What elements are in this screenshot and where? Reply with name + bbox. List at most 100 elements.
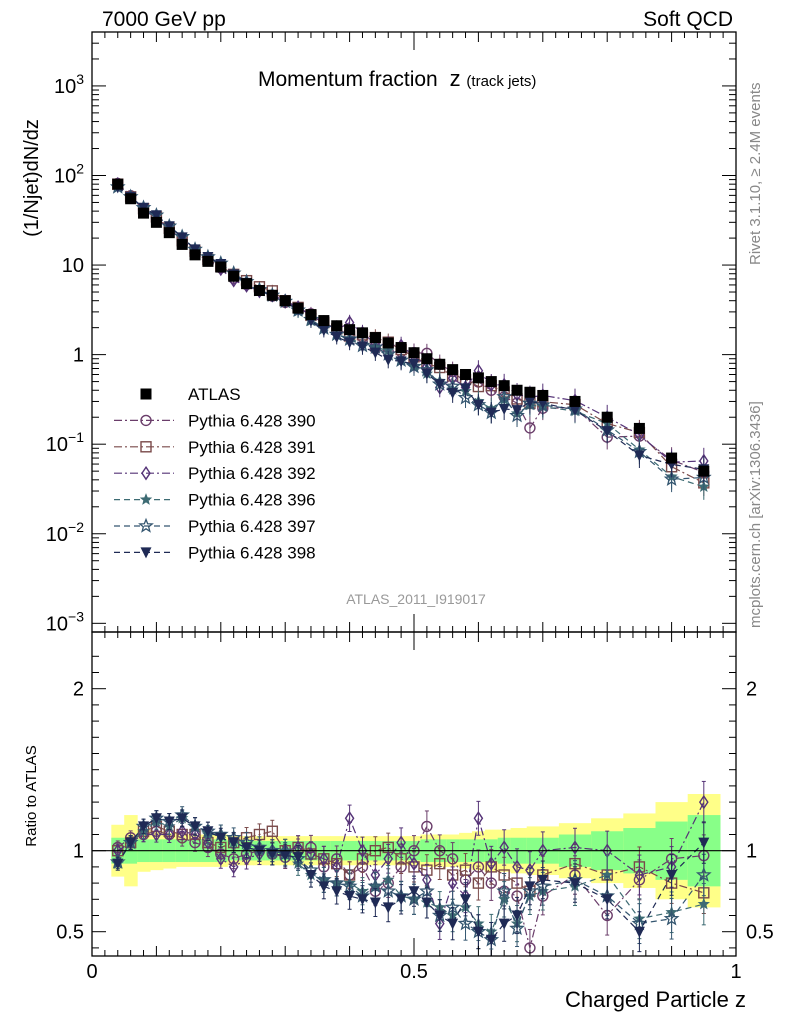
y-tick-exp: −2 bbox=[68, 519, 84, 535]
atlas-point bbox=[202, 255, 214, 267]
atlas-point bbox=[253, 284, 265, 296]
ratio-point bbox=[601, 868, 614, 881]
ratio-point bbox=[409, 856, 419, 871]
main-point bbox=[601, 426, 613, 438]
ratio-point bbox=[215, 832, 227, 844]
atlas-point bbox=[485, 376, 497, 388]
atlas-point bbox=[356, 327, 368, 339]
ratio-point bbox=[138, 821, 150, 833]
ratio-point bbox=[486, 856, 497, 871]
ratio-point bbox=[524, 881, 536, 893]
atlas-point bbox=[150, 216, 162, 228]
ratio-point bbox=[421, 820, 433, 833]
atlas-point bbox=[633, 422, 645, 434]
main-point bbox=[485, 407, 497, 419]
y-tick-base: 10 bbox=[46, 613, 68, 635]
y-tick-base: 10 bbox=[54, 165, 76, 187]
main-point bbox=[150, 210, 162, 222]
ratio-point bbox=[447, 918, 459, 930]
ratio-tick-label-left: 2 bbox=[73, 679, 84, 701]
ratio-point bbox=[151, 827, 162, 842]
ratio-point bbox=[496, 882, 513, 898]
legend-marker bbox=[141, 465, 151, 481]
ratio-point bbox=[537, 874, 549, 886]
main-point bbox=[176, 232, 188, 244]
ratio-point bbox=[634, 867, 645, 883]
legend-marker bbox=[140, 414, 152, 427]
main-point bbox=[569, 405, 581, 417]
atlas-point bbox=[447, 364, 459, 376]
main-point bbox=[472, 399, 484, 411]
analysis-id: ATLAS_2011_I919017 bbox=[346, 591, 486, 607]
atlas-point bbox=[666, 452, 678, 464]
ratio-point bbox=[601, 894, 613, 906]
ratio-point bbox=[228, 859, 239, 875]
ratio-tick-label-right: 1 bbox=[746, 841, 757, 863]
atlas-data-group bbox=[112, 178, 710, 477]
ratio-point bbox=[472, 926, 484, 938]
y-tick-base: 10 bbox=[46, 524, 68, 546]
ratio-point bbox=[485, 934, 497, 946]
main-point bbox=[511, 405, 523, 417]
x-tick-label: 1 bbox=[730, 961, 741, 983]
main-point bbox=[447, 387, 459, 399]
y-tick-base: 10 bbox=[46, 434, 68, 456]
legend-label: ATLAS bbox=[188, 385, 241, 404]
ratio-point bbox=[369, 897, 381, 909]
ratio-point bbox=[447, 875, 458, 891]
ratio-point bbox=[457, 915, 474, 931]
ratio-point bbox=[396, 835, 406, 850]
atlas-point bbox=[189, 249, 201, 261]
ratio-point bbox=[695, 866, 712, 882]
atlas-point bbox=[698, 465, 710, 477]
ratio-point bbox=[344, 891, 356, 903]
ratio-point bbox=[421, 897, 433, 909]
ratio-point bbox=[331, 886, 343, 898]
ratio-point bbox=[318, 851, 329, 867]
main-point bbox=[408, 358, 420, 370]
legend-label: Pythia 6.428 392 bbox=[188, 464, 316, 483]
y-tick-exp: 3 bbox=[76, 71, 84, 87]
legend-label: Pythia 6.428 397 bbox=[188, 517, 316, 536]
atlas-point bbox=[460, 368, 472, 380]
main-point bbox=[421, 368, 433, 380]
ratio-point bbox=[569, 878, 581, 890]
x-tick-label: 0 bbox=[86, 961, 97, 983]
main-point bbox=[318, 325, 330, 337]
atlas-point bbox=[241, 278, 253, 290]
atlas-point bbox=[163, 227, 175, 239]
main-point bbox=[163, 221, 175, 233]
y-tick-label: 10−1 bbox=[46, 429, 84, 456]
atlas-point bbox=[279, 295, 291, 307]
ratio-point bbox=[633, 926, 645, 938]
y-tick-label: 103 bbox=[54, 71, 84, 98]
main-point bbox=[663, 470, 680, 486]
main-point bbox=[434, 379, 446, 391]
legend-marker bbox=[139, 493, 153, 505]
ratio-point bbox=[356, 894, 368, 906]
atlas-point bbox=[472, 372, 484, 384]
plot-title: Momentum fraction z (track jets) bbox=[258, 66, 536, 91]
main-point bbox=[395, 356, 407, 368]
ratio-point bbox=[663, 910, 680, 926]
y-tick-exp: −1 bbox=[68, 429, 84, 445]
ratio-point bbox=[266, 825, 279, 837]
ratio-point bbox=[292, 852, 304, 864]
atlas-point bbox=[537, 389, 549, 401]
ratio-point bbox=[215, 851, 226, 867]
ratio-point bbox=[344, 811, 355, 826]
ratio-point bbox=[434, 857, 446, 870]
y-tick-base: 10 bbox=[54, 76, 76, 98]
ratio-series-group bbox=[92, 780, 736, 956]
ratio-point bbox=[459, 864, 472, 876]
atlas-point bbox=[601, 411, 613, 423]
ratio-point bbox=[434, 910, 446, 922]
ratio-point bbox=[125, 837, 137, 849]
y-tick-label: 102 bbox=[54, 160, 84, 187]
x-tick-label: 0.5 bbox=[400, 961, 428, 983]
ratio-point bbox=[189, 821, 201, 833]
atlas-point bbox=[292, 302, 304, 314]
ratio-series-line bbox=[117, 801, 705, 926]
